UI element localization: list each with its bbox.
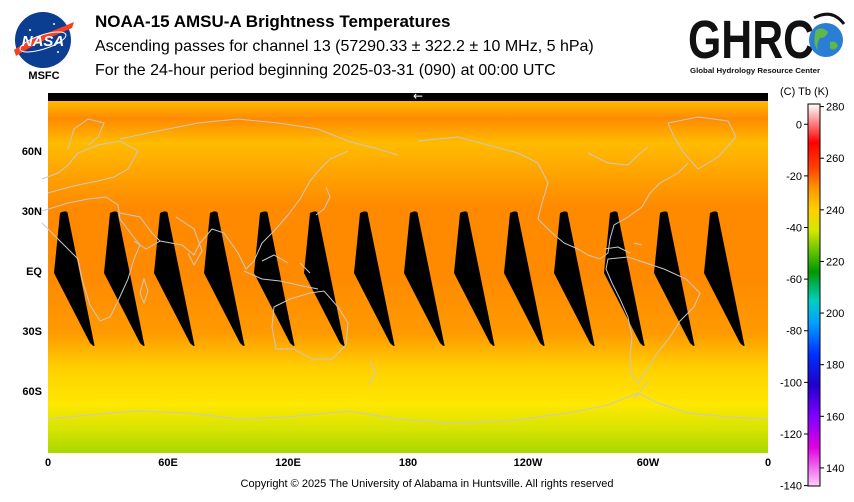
latitude-label: EQ [26,266,42,278]
orbit-gap-swath [204,211,245,346]
ghrc-wordmark: GHRC [688,10,814,70]
ghrc-full-name: Global Hydrology Resource Center [690,68,820,75]
orbit-gap-swath [104,211,145,346]
latitude-label: 60N [21,146,42,158]
orbit-gap-swath [154,211,195,346]
temperature-colorbar: 280 260 240 220 200 180 160 140 0 -20 -40 -60 -80 -10… [780,102,844,493]
coast-madagascar [139,277,149,305]
longitude-label: 0 [44,457,52,469]
kelvin-tick-label: 260 [826,153,844,165]
coast-hudson [587,146,649,166]
orbit-gap-swath [404,211,445,346]
longitude-label: 0 [764,457,772,469]
orbit-gaps [54,211,745,346]
orbit-gap-swath [704,211,745,346]
coast-antarctica [47,392,769,424]
msfc-label: MSFC [28,70,60,82]
coast-japan [315,186,331,216]
coast-indonesia [243,254,319,290]
kelvin-tick-label: 180 [826,360,844,372]
celsius-tick-label: -140 [780,481,802,493]
kelvin-tick-label: 240 [826,205,844,217]
coast-europe [41,140,139,194]
celsius-tick-label: -60 [786,274,802,286]
kelvin-tick-label: 280 [826,102,844,114]
celsius-tick-label: -80 [786,326,802,338]
longitude-label: 120W [513,457,543,469]
globe-icon [809,12,846,57]
orbit-gap-swath [604,211,645,346]
kelvin-tick-label: 140 [826,463,844,475]
coast-australia [271,290,349,360]
coast-asia-south [159,150,349,270]
latitude-label: 60S [22,386,42,398]
kelvin-tick-label: 220 [826,256,844,268]
coast-north-america [417,136,689,260]
ghrc-logo: GHRC Global Hydrology Resource Center [688,10,846,75]
orbit-gap-swath [304,211,345,346]
latitude-label: 30N [21,206,42,218]
brightness-temperature-map: ← [41,89,769,453]
coast-africa [41,196,141,322]
channel-subtitle: Ascending passes for channel 13 (57290.3… [95,38,594,55]
coast-india [175,216,203,267]
coast-arabia [119,212,161,250]
latitude-label: 30S [22,326,42,338]
coast-new-zealand [367,360,377,386]
colorbar-scale [807,103,821,487]
longitude-label: 180 [398,457,418,469]
orbit-gap-swath [454,211,495,346]
orbit-gap-swath [654,211,695,346]
north-polar-data-gap [48,93,768,101]
coast-south-america [605,256,701,384]
coast-caribbean [603,242,643,254]
coast-greenland [667,116,737,170]
orbit-gap-swath [254,211,295,346]
nasa-wordmark: NASA [22,33,65,50]
longitude-label: 120E [275,457,301,469]
orbit-direction-arrow: ← [413,89,423,103]
celsius-tick-label: -100 [780,377,802,389]
celsius-tick-label: -120 [780,429,802,441]
page-title: NOAA-15 AMSU-A Brightness Temperatures [95,12,451,31]
coast-asia-north [119,118,399,156]
orbit-gap-swath [554,211,595,346]
orbit-gap-swath [504,211,545,346]
colorbar-units-label: (C) Tb (K) [780,86,829,98]
celsius-tick-label: -20 [786,171,802,183]
nasa-logo: NASA [14,12,74,68]
kelvin-tick-label: 200 [826,308,844,320]
celsius-tick-label: 0 [796,119,802,131]
celsius-tick-label: -40 [786,223,802,235]
coast-scandinavia [67,118,105,150]
copyright-notice: Copyright © 2025 The University of Alaba… [240,478,614,490]
colorbar-ticks: 280 260 240 220 200 180 160 140 0 -20 -40 -60 -80 -10… [780,102,844,493]
kelvin-tick-label: 160 [826,411,844,423]
period-subtitle: For the 24-hour period beginning 2025-03… [95,62,556,79]
longitude-label: 60W [636,457,660,469]
coast-antarctic-peninsula [633,380,649,400]
coastlines [41,116,769,424]
orbit-gap-swath [354,211,395,346]
longitude-label: 60E [158,457,178,469]
